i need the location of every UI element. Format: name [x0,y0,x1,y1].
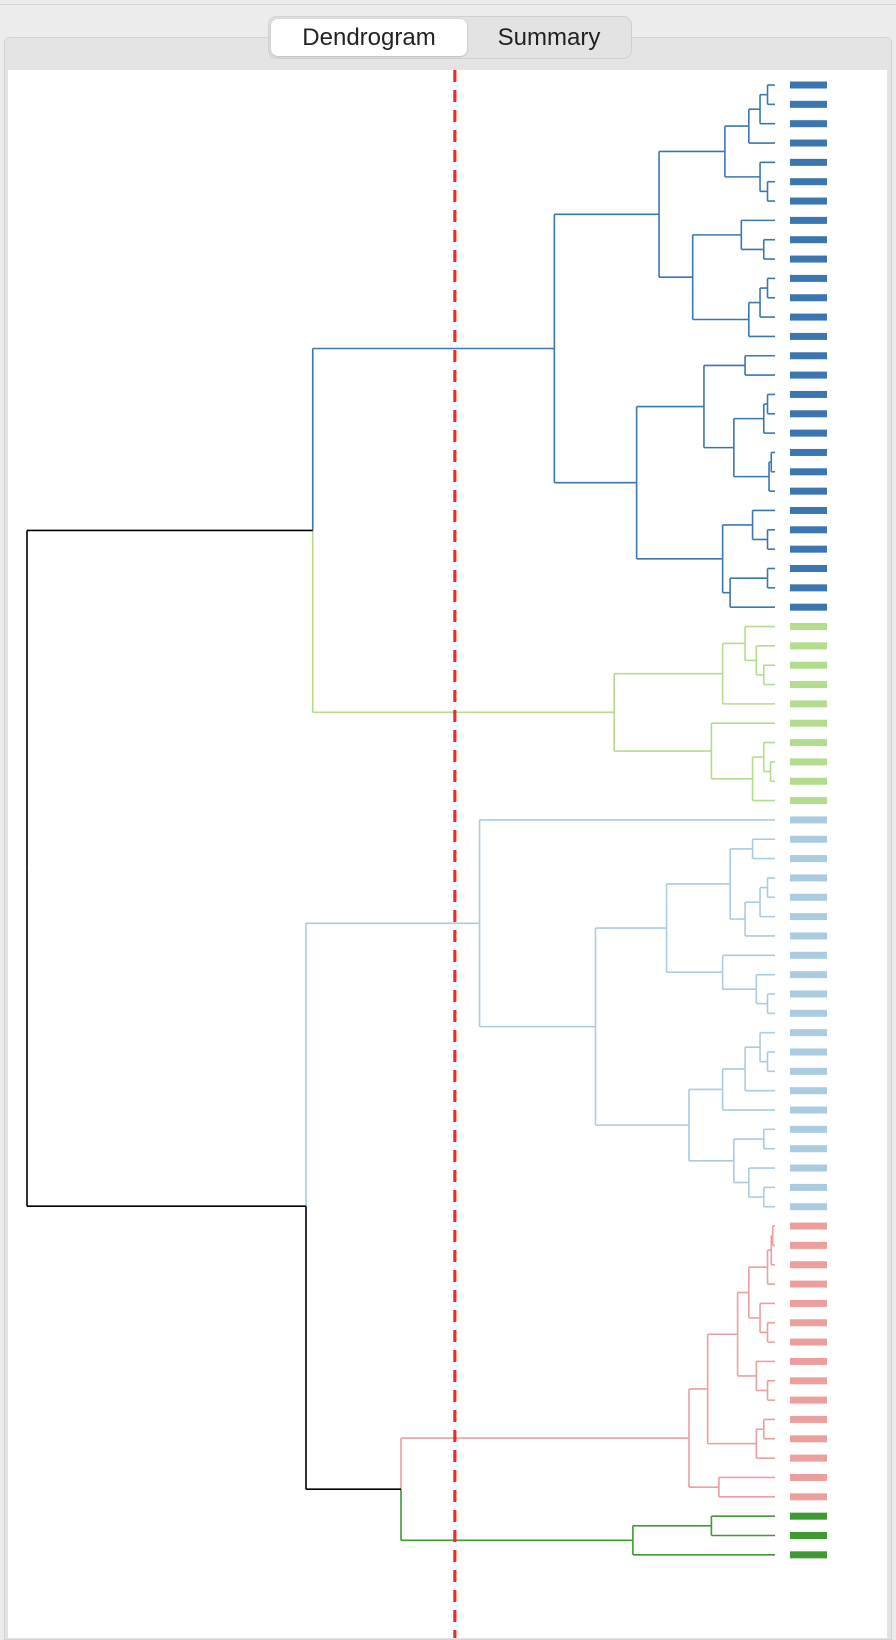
leaf-marker[interactable] [790,1145,827,1153]
leaf-marker[interactable] [790,506,827,514]
leaf-marker[interactable] [790,1280,827,1288]
leaf-marker[interactable] [790,1048,827,1056]
leaf-marker[interactable] [790,951,827,959]
leaf-marker[interactable] [790,255,827,263]
leaf-marker[interactable] [790,545,827,553]
leaf-marker[interactable] [790,313,827,321]
leaf-marker[interactable] [790,1435,827,1443]
leaf-marker[interactable] [790,1087,827,1095]
leaf-marker[interactable] [790,429,827,437]
leaf-marker[interactable] [790,526,827,534]
leaf-marker[interactable] [790,352,827,360]
window-top-divider [0,4,896,5]
leaf-marker[interactable] [790,874,827,882]
leaf-marker[interactable] [790,120,827,128]
view-segmented-control[interactable]: Dendrogram Summary [268,16,632,59]
leaf-marker[interactable] [790,1067,827,1075]
leaf-marker[interactable] [790,971,827,979]
leaf-marker[interactable] [790,719,827,727]
leaf-marker[interactable] [790,1241,827,1249]
leaf-marker[interactable] [790,158,827,166]
leaf-marker[interactable] [790,642,827,650]
leaf-marker[interactable] [790,236,827,244]
leaf-marker[interactable] [790,1029,827,1037]
leaf-marker[interactable] [790,1512,827,1520]
leaf-marker[interactable] [790,603,827,611]
leaf-marker[interactable] [790,1473,827,1481]
leaf-marker[interactable] [790,1377,827,1385]
leaf-marker[interactable] [790,1532,827,1539]
leaf-marker[interactable] [790,681,827,689]
leaf-marker[interactable] [790,468,827,476]
leaf-marker[interactable] [790,797,827,805]
dendrogram-chart[interactable] [8,70,887,1638]
leaf-marker[interactable] [790,178,827,186]
leaf-marker[interactable] [790,623,827,631]
tab-dendrogram[interactable]: Dendrogram [271,19,467,56]
leaf-marker[interactable] [790,1261,827,1269]
dendrogram-canvas[interactable] [8,70,887,1638]
tab-summary[interactable]: Summary [497,24,601,51]
leaf-marker[interactable] [790,410,827,418]
leaf-marker[interactable] [790,100,827,108]
leaf-marker[interactable] [790,1357,827,1365]
leaf-marker[interactable] [790,816,827,824]
leaf-marker[interactable] [790,274,827,282]
leaf-marker[interactable] [790,1299,827,1307]
leaf-marker[interactable] [790,487,827,495]
leaf-marker[interactable] [790,332,827,340]
leaf-marker[interactable] [790,139,827,147]
leaf-marker[interactable] [790,932,827,940]
leaf-marker[interactable] [790,1125,827,1133]
leaf-marker[interactable] [790,565,827,572]
leaf-marker[interactable] [790,1338,827,1346]
leaf-marker[interactable] [790,1222,827,1230]
leaf-marker[interactable] [790,1203,827,1211]
leaf-marker[interactable] [790,294,827,302]
leaf-marker[interactable] [790,448,827,456]
leaf-marker[interactable] [790,913,827,921]
leaf-marker[interactable] [790,893,827,901]
leaf-marker[interactable] [790,1009,827,1017]
leaf-marker[interactable] [790,1454,827,1462]
leaf-marker[interactable] [790,758,827,766]
leaf-marker[interactable] [790,661,827,669]
leaf-marker[interactable] [790,584,827,592]
leaf-marker[interactable] [790,1493,827,1501]
leaf-marker[interactable] [790,835,827,843]
leaf-marker[interactable] [790,81,827,89]
leaf-marker[interactable] [790,777,827,785]
leaf-marker[interactable] [790,1106,827,1114]
leaf-marker[interactable] [790,197,827,205]
leaf-marker[interactable] [790,371,827,379]
leaf-marker[interactable] [790,700,827,708]
leaf-marker[interactable] [790,1183,827,1191]
leaf-marker[interactable] [790,390,827,398]
leaf-marker[interactable] [790,1551,827,1559]
leaf-marker[interactable] [790,739,827,747]
leaf-marker[interactable] [790,216,827,224]
leaf-marker[interactable] [790,1396,827,1404]
leaf-marker[interactable] [790,990,827,998]
leaf-marker[interactable] [790,855,827,863]
leaf-marker[interactable] [790,1415,827,1423]
leaf-marker[interactable] [790,1164,827,1172]
leaf-marker[interactable] [790,1319,827,1327]
